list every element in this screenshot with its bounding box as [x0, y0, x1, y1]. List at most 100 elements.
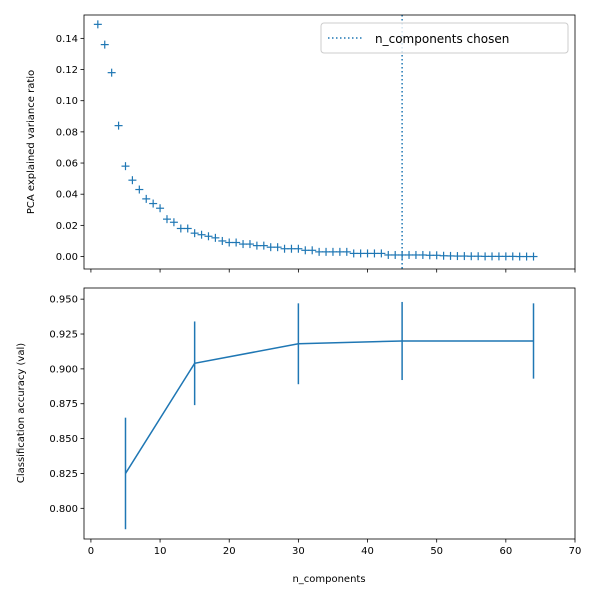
- variance-point: [384, 250, 393, 259]
- variance-point: [121, 162, 130, 171]
- variance-point: [135, 185, 144, 194]
- legend-label: n_components chosen: [375, 32, 509, 46]
- accuracy-y-ticks: 0.800 0.825 0.850 0.875 0.900 0.925 0.950: [49, 295, 84, 515]
- variance-y-tick-label: 0.14: [56, 34, 78, 45]
- accuracy-y-tick-label: 0.900: [49, 364, 78, 375]
- accuracy-y-axis-label: Classification accuracy (val): [16, 343, 27, 483]
- variance-point: [467, 252, 476, 261]
- variance-plot-area: [84, 15, 575, 269]
- variance-y-axis-label: PCA explained variance ratio: [26, 70, 37, 214]
- accuracy-x-tick-label: 30: [292, 546, 305, 557]
- variance-point: [301, 246, 310, 255]
- variance-point: [156, 204, 165, 213]
- variance-point: [418, 250, 427, 259]
- accuracy-y-tick-label: 0.925: [49, 330, 78, 341]
- variance-x-ticks: [90, 269, 576, 273]
- variance-point: [107, 68, 116, 77]
- variance-point: [342, 247, 351, 256]
- variance-markers: [93, 20, 538, 261]
- variance-point: [266, 243, 275, 252]
- variance-point: [508, 252, 517, 261]
- accuracy-y-tick-label: 0.850: [49, 434, 78, 445]
- accuracy-x-axis-label: n_components: [292, 574, 365, 585]
- accuracy-x-tick-label: 40: [361, 546, 374, 557]
- variance-point: [232, 238, 241, 247]
- variance-point: [190, 229, 199, 238]
- variance-point: [169, 218, 178, 227]
- variance-point: [515, 252, 524, 261]
- variance-y-tick-label: 0.02: [56, 221, 78, 232]
- variance-point: [481, 252, 490, 261]
- variance-point: [273, 243, 282, 252]
- accuracy-x-tick-label: 70: [569, 546, 582, 557]
- variance-y-tick-label: 0.10: [56, 96, 78, 107]
- variance-point: [252, 241, 261, 250]
- variance-point: [439, 251, 448, 260]
- variance-y-tick-label: 0.06: [56, 159, 78, 170]
- variance-point: [501, 252, 510, 261]
- accuracy-plot-area: [84, 288, 575, 539]
- variance-point: [93, 20, 102, 29]
- variance-y-ticks: 0.00 0.02 0.04 0.06 0.08 0.10 0.12 0.14: [56, 34, 84, 263]
- variance-point: [405, 250, 414, 259]
- variance-point: [218, 236, 227, 245]
- accuracy-x-tick-label: 10: [154, 546, 167, 557]
- accuracy-marks: [124, 301, 535, 530]
- variance-y-tick-label: 0.04: [56, 190, 78, 201]
- variance-point: [287, 244, 296, 253]
- accuracy-x-tick-label: 60: [499, 546, 512, 557]
- variance-point: [377, 249, 386, 258]
- variance-point: [245, 240, 254, 249]
- variance-point: [474, 252, 483, 261]
- accuracy-y-tick-label: 0.950: [49, 295, 78, 306]
- variance-point: [308, 246, 317, 255]
- variance-point: [225, 238, 234, 247]
- variance-point: [114, 121, 123, 130]
- accuracy-x-tick-label: 20: [223, 546, 236, 557]
- accuracy-x-tick-label: 50: [430, 546, 443, 557]
- legend-box: [320, 22, 569, 54]
- variance-point: [356, 249, 365, 258]
- variance-point: [370, 249, 379, 258]
- variance-point: [425, 251, 434, 260]
- variance-point: [315, 247, 324, 256]
- variance-point: [162, 215, 171, 224]
- variance-point: [363, 249, 372, 258]
- variance-point: [204, 232, 213, 241]
- variance-point: [522, 252, 531, 261]
- variance-point: [149, 199, 158, 208]
- variance-point: [488, 252, 497, 261]
- variance-point: [391, 250, 400, 259]
- variance-point: [176, 224, 185, 233]
- variance-point: [529, 252, 538, 261]
- variance-plot-frame: [83, 14, 576, 270]
- variance-point: [335, 247, 344, 256]
- variance-panel: 0.00 0.02 0.04 0.06 0.08 0.10 0.12 0.14 PCA exp…: [26, 14, 576, 273]
- variance-y-tick-label: 0.12: [56, 65, 78, 76]
- variance-point: [411, 250, 420, 259]
- variance-point: [197, 230, 206, 239]
- accuracy-y-tick-label: 0.800: [49, 504, 78, 515]
- accuracy-y-tick-label: 0.825: [49, 469, 78, 480]
- variance-y-tick-label: 0.00: [56, 252, 78, 263]
- variance-point: [239, 240, 248, 249]
- variance-point: [100, 40, 109, 49]
- variance-point: [453, 252, 462, 261]
- variance-y-tick-label: 0.08: [56, 127, 78, 138]
- variance-point: [183, 224, 192, 233]
- variance-point: [328, 247, 337, 256]
- variance-point: [446, 251, 455, 260]
- variance-point: [494, 252, 503, 261]
- accuracy-panel: 0.800 0.825 0.850 0.875 0.900 0.925 0.950 0 10 2…: [16, 287, 582, 585]
- accuracy-plot-frame: [83, 287, 576, 540]
- accuracy-x-ticks: 0 10 20 30 40 50 60 70: [88, 539, 582, 557]
- variance-point: [142, 194, 151, 203]
- variance-point: [460, 252, 469, 261]
- variance-point: [322, 247, 331, 256]
- variance-point: [294, 244, 303, 253]
- variance-point: [128, 176, 137, 185]
- variance-point: [280, 244, 289, 253]
- variance-point: [432, 251, 441, 260]
- variance-point: [259, 241, 268, 250]
